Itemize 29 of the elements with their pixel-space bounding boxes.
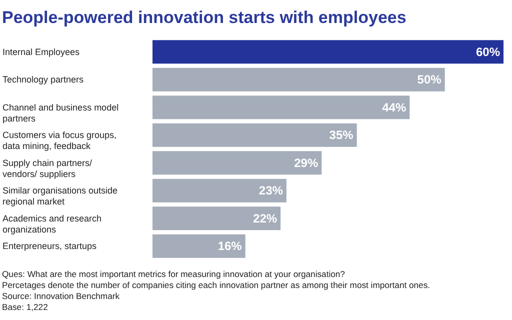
y-tick-label: Academics and research organizations — [2, 213, 102, 234]
bar — [152, 206, 282, 232]
text: Base: 1,222 — [2, 302, 48, 312]
bar — [152, 66, 446, 92]
data-label: 50% — [417, 72, 442, 87]
data-label: 44% — [382, 100, 406, 114]
bar — [152, 39, 504, 65]
source-note: Source: Innovation Benchmark — [2, 291, 120, 301]
y-tick-label: Similar organisations outside regional market — [2, 186, 118, 207]
data-label: 23% — [258, 184, 284, 198]
data-label: 29% — [294, 156, 318, 170]
data-label: 16% — [218, 239, 242, 254]
bar — [152, 94, 411, 120]
y-tick-label: Supply chain partners/ vendors/ suppliers — [2, 158, 93, 179]
data-label: 60% — [476, 44, 500, 59]
y-tick-label: Customers via focus groups, data mining, feedback — [2, 130, 117, 152]
bar — [152, 150, 323, 176]
y-tick-label: Enterpreneurs, startups — [2, 241, 98, 252]
bar — [152, 122, 358, 148]
data-label: 35% — [329, 128, 354, 142]
y-tick-label: Technology partners — [2, 74, 84, 85]
text: Percetages denote the number of companies citing each innovation partner as among their most important ones. — [2, 280, 430, 290]
y-tick-label: Internal Employees — [2, 46, 80, 57]
text: Ques: What are the most important metrics for measuring innovation at your organisation? — [2, 269, 346, 279]
bar — [152, 178, 288, 204]
bar — [152, 233, 246, 259]
y-tick-label: Channel and business model partners — [2, 102, 119, 124]
chart-title: People-powered innovation starts with employees — [2, 8, 406, 27]
data-label: 22% — [253, 211, 278, 226]
